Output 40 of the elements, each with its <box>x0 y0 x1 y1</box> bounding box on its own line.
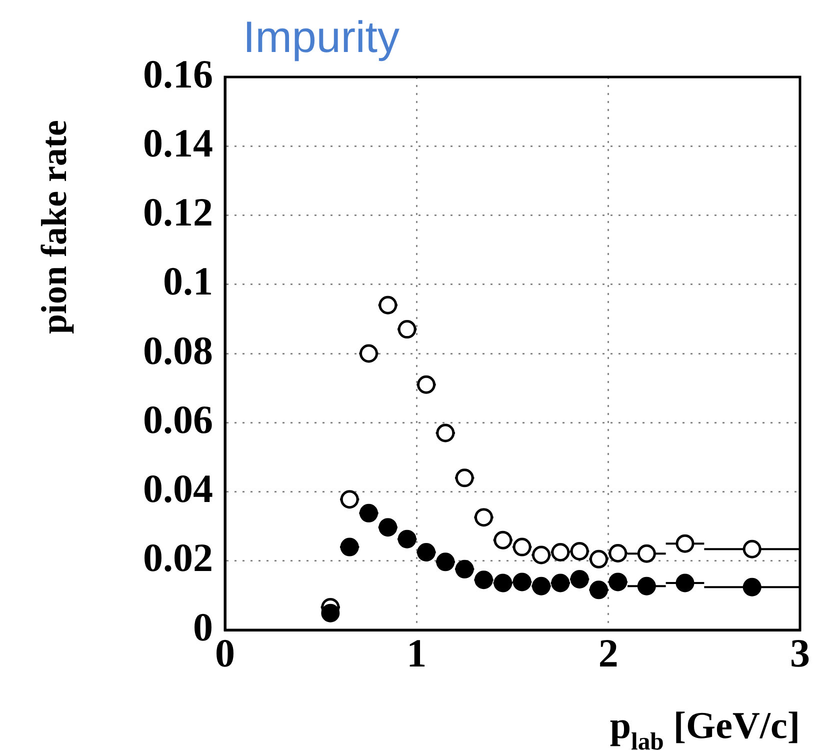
point <box>436 552 455 572</box>
y-tick-label: 0.14 <box>143 120 213 166</box>
point <box>436 424 455 442</box>
x-tick-label: 1 <box>406 630 427 676</box>
point <box>742 540 762 558</box>
y-tick-label: 0.08 <box>143 328 213 373</box>
point <box>360 344 378 363</box>
point <box>340 538 359 556</box>
y-tick-label: 0.06 <box>143 396 213 442</box>
y-tick-label: 0.1 <box>163 258 213 304</box>
point <box>360 504 378 522</box>
point <box>340 490 359 509</box>
point <box>742 578 762 596</box>
x-tick-label: 3 <box>790 630 810 676</box>
point <box>637 544 656 563</box>
point <box>494 530 512 550</box>
y-tick-label: 0.04 <box>143 466 213 512</box>
point <box>417 375 436 394</box>
point <box>608 572 628 592</box>
point <box>417 542 436 562</box>
point <box>455 560 474 578</box>
point <box>378 296 398 314</box>
y-axis-title: pion fake rate <box>34 120 74 334</box>
chart-title: Impurity <box>243 13 400 62</box>
y-tick-label: 0.16 <box>143 51 213 96</box>
point <box>474 508 493 527</box>
point <box>512 538 532 556</box>
point <box>398 530 416 548</box>
point <box>590 550 608 568</box>
point <box>590 580 608 600</box>
point <box>676 574 694 592</box>
point <box>378 518 398 537</box>
point <box>676 534 694 553</box>
point <box>321 604 340 622</box>
y-tick-label: 0.02 <box>143 535 213 580</box>
point <box>398 320 416 339</box>
point <box>637 576 656 596</box>
point <box>455 468 474 488</box>
x-tick-label: 2 <box>598 630 618 676</box>
y-tick-label: 0.12 <box>143 190 213 235</box>
